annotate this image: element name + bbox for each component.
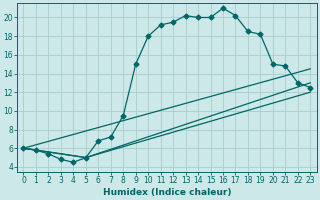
- X-axis label: Humidex (Indice chaleur): Humidex (Indice chaleur): [103, 188, 231, 197]
